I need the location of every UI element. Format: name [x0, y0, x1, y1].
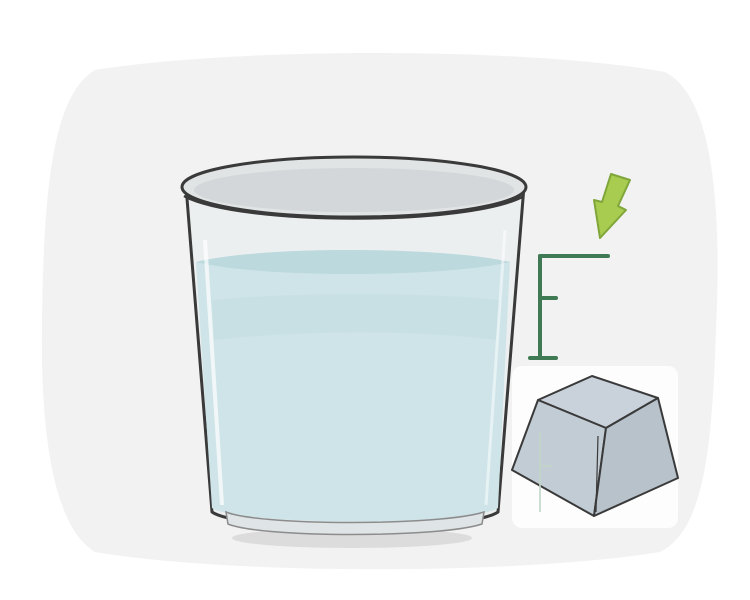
down-arrow-icon	[593, 173, 631, 239]
glass-highlight-left	[203, 239, 224, 506]
glass-highlight-right	[484, 229, 507, 506]
water	[196, 250, 510, 522]
water-glass	[180, 155, 528, 536]
letter-glyph-icon	[528, 254, 610, 360]
water-shade	[212, 294, 500, 340]
glass-rim-lip	[183, 194, 525, 220]
water-surface	[196, 250, 510, 274]
keycap-right-side	[593, 397, 679, 517]
keycap-letter-faint	[539, 432, 552, 512]
glass-base	[225, 510, 485, 536]
keycap	[511, 375, 679, 517]
glass-rim-inner	[194, 168, 514, 212]
